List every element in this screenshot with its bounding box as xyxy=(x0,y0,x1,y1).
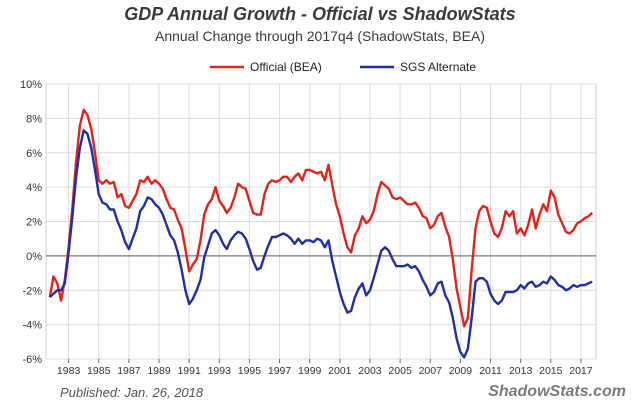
x-tick-label: 1991 xyxy=(177,365,201,377)
x-tick-label: 1987 xyxy=(117,365,141,377)
x-tick-label: 1995 xyxy=(238,365,262,377)
y-tick-label: 6% xyxy=(26,148,42,160)
x-tick-label: 2003 xyxy=(358,365,382,377)
x-tick-label: 1985 xyxy=(87,365,111,377)
y-tick-label: 8% xyxy=(26,113,42,125)
y-tick-label: 4% xyxy=(26,182,42,194)
legend-label: SGS Alternate xyxy=(400,60,476,74)
x-tick-label: 1993 xyxy=(208,365,232,377)
x-tick-label: 2009 xyxy=(449,365,473,377)
x-tick-label: 1989 xyxy=(147,365,171,377)
y-tick-label: -6% xyxy=(22,354,42,366)
series-line-sgs xyxy=(48,129,593,359)
x-tick-label: 2007 xyxy=(419,365,443,377)
y-tick-label: 2% xyxy=(26,217,42,229)
brand-watermark: ShadowStats.com xyxy=(488,383,626,400)
x-tick-label: 1999 xyxy=(298,365,322,377)
x-tick-label: 2017 xyxy=(569,365,593,377)
legend-label: Official (BEA) xyxy=(250,60,322,74)
y-tick-label: -2% xyxy=(22,285,42,297)
chart-title: GDP Annual Growth - Official vs ShadowSt… xyxy=(124,4,516,24)
y-tick-label: -4% xyxy=(22,320,42,332)
x-tick-label: 2015 xyxy=(539,365,563,377)
x-tick-label: 2013 xyxy=(509,365,533,377)
x-tick-label: 1983 xyxy=(57,365,81,377)
x-tick-label: 2005 xyxy=(388,365,412,377)
published-date: Published: Jan. 26, 2018 xyxy=(60,385,204,400)
chart-subtitle: Annual Change through 2017q4 (ShadowStat… xyxy=(154,28,485,44)
y-tick-label: 0% xyxy=(26,251,42,263)
series-line-official xyxy=(48,108,594,328)
y-tick-label: 10% xyxy=(20,79,42,91)
x-tick-label: 1997 xyxy=(268,365,292,377)
x-tick-label: 2001 xyxy=(328,365,352,377)
x-tick-label: 2011 xyxy=(479,365,502,377)
